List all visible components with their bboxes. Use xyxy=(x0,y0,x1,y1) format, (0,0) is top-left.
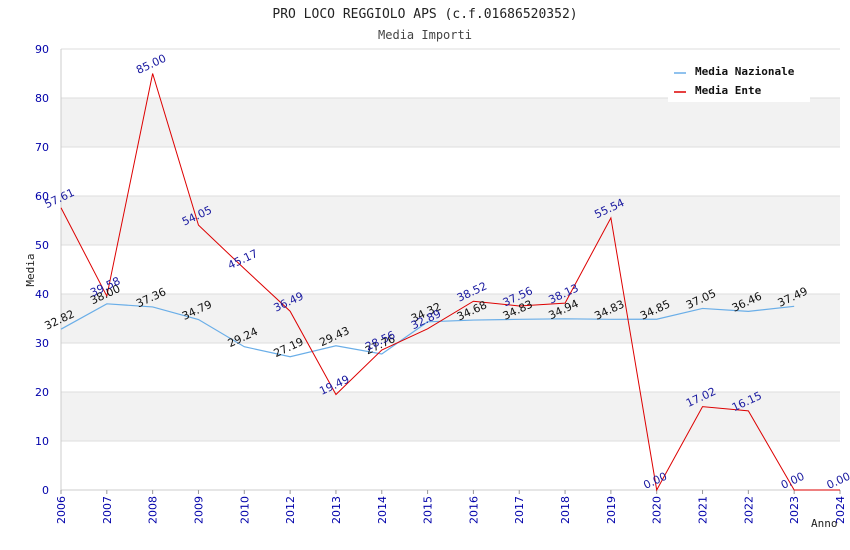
series-line-media-ente xyxy=(60,73,840,492)
y-tick-label: 80 xyxy=(35,92,49,105)
grid-band xyxy=(61,196,840,245)
x-tick-label: 2019 xyxy=(605,496,618,524)
y-tick-label: 50 xyxy=(35,239,49,252)
x-tick-label: 2009 xyxy=(192,496,205,524)
x-tick-label: 2014 xyxy=(376,496,389,524)
series-lines xyxy=(60,73,840,492)
grid-band xyxy=(61,245,840,294)
legend: Media Nazionale Media Ente xyxy=(668,58,810,102)
x-tick-label: 2024 xyxy=(834,496,847,524)
x-tick-label: 2021 xyxy=(697,496,710,524)
x-tick-label: 2020 xyxy=(651,496,664,524)
chart-title: PRO LOCO REGGIOLO APS (c.f.01686520352) xyxy=(272,7,577,22)
x-tick-label: 2016 xyxy=(467,496,480,524)
x-tick-label: 2023 xyxy=(788,496,801,524)
chart-subtitle: Media Importi xyxy=(378,28,472,42)
y-tick-label: 40 xyxy=(35,288,49,301)
y-tick-label: 20 xyxy=(35,386,49,399)
legend-label-media-nazionale: Media Nazionale xyxy=(695,65,795,78)
x-tick-label: 2008 xyxy=(147,496,160,524)
y-tick-label: 10 xyxy=(35,435,49,448)
y-axis-ticks: 0 10 20 30 40 50 60 70 80 90 xyxy=(35,43,49,497)
x-tick-label: 2015 xyxy=(422,496,435,524)
grid-bands xyxy=(60,48,840,491)
y-tick-label: 90 xyxy=(35,43,49,56)
x-tick-label: 2010 xyxy=(238,496,251,524)
grid-band xyxy=(61,441,840,490)
grid-band xyxy=(61,294,840,343)
legend-label-media-ente: Media Ente xyxy=(695,84,762,97)
x-tick-label: 2013 xyxy=(330,496,343,524)
x-tick-label: 2012 xyxy=(284,496,297,524)
x-tick-label: 2017 xyxy=(513,496,526,524)
series-line-media-nazionale xyxy=(60,303,795,358)
y-axis-label: Media xyxy=(24,253,37,286)
x-tick-label: 2006 xyxy=(55,496,68,524)
x-axis-ticks: 2006 2007 2008 2009 2010 2012 2013 2014 2015 2016… xyxy=(55,490,847,524)
grid-band xyxy=(61,147,840,196)
grid-band xyxy=(61,343,840,392)
grid-band xyxy=(61,98,840,147)
x-axis-label: Anno xyxy=(811,517,838,530)
y-tick-label: 0 xyxy=(42,484,49,497)
legend-box xyxy=(668,58,810,102)
x-tick-label: 2018 xyxy=(559,496,572,524)
x-tick-label: 2022 xyxy=(742,496,755,524)
grid-band xyxy=(61,392,840,441)
y-tick-label: 30 xyxy=(35,337,49,350)
y-tick-label: 60 xyxy=(35,190,49,203)
x-tick-label: 2007 xyxy=(101,496,114,524)
y-tick-label: 70 xyxy=(35,141,49,154)
